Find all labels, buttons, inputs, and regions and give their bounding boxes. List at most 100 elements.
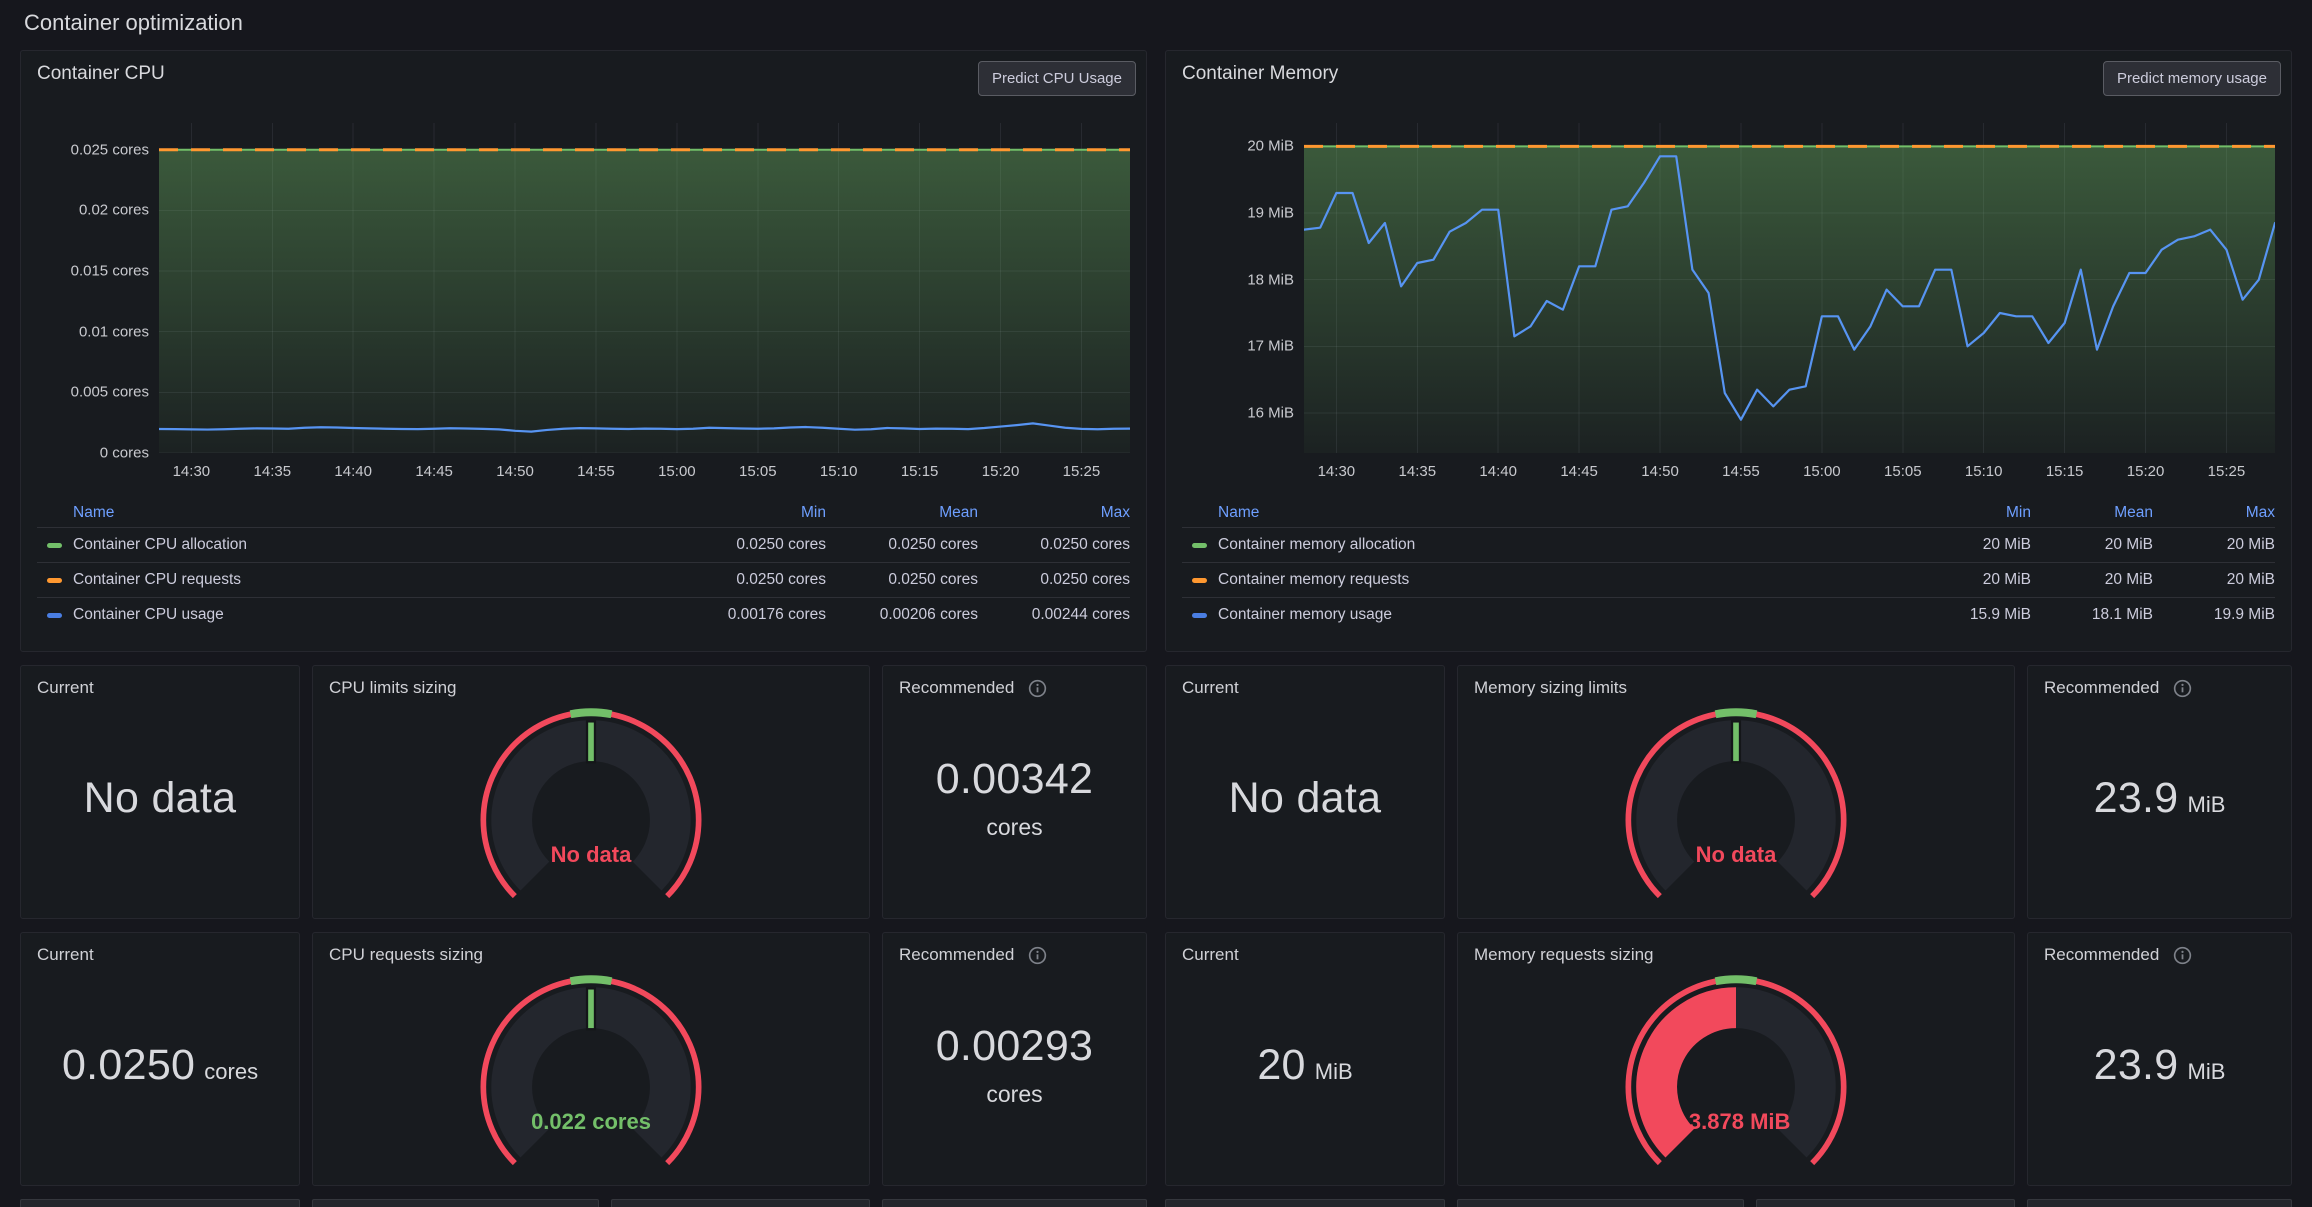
x-tick-label: 14:40 xyxy=(1479,463,1517,480)
x-tick-label: 14:35 xyxy=(1398,463,1437,480)
container-memory-panel: Container Memory Predict memory usage 16… xyxy=(1165,50,2292,652)
info-icon[interactable] xyxy=(2173,946,2192,965)
gauge-needle xyxy=(1730,720,1742,764)
series-color-swatch xyxy=(47,542,62,548)
stat-row-requests: Current 0.0250 cores CPU requests sizing xyxy=(20,932,2292,1186)
stat-big-value: No data xyxy=(83,773,237,822)
gauge-needle xyxy=(585,987,597,1031)
legend-row-memory-allocation: Container memory allocation 20 MiB 20 Mi… xyxy=(1182,527,2275,562)
cpu-limits-gauge-panel: CPU limits sizing No data xyxy=(312,665,870,919)
legend-header-max[interactable]: Max xyxy=(1100,504,1130,521)
x-tick-label: 15:25 xyxy=(1062,463,1101,480)
series-max: 20 MiB xyxy=(2226,536,2275,553)
series-name: Container CPU usage xyxy=(73,606,224,623)
memory-panel-title: Container Memory xyxy=(1182,63,1339,84)
memory-legend-header: Name Min Mean Max xyxy=(1182,499,2275,527)
cutoff-panel xyxy=(20,1199,300,1207)
x-tick-label: 15:00 xyxy=(658,463,696,480)
memory-panel-header: Container Memory xyxy=(1182,63,2275,85)
legend-series-label[interactable]: Container memory requests xyxy=(1182,571,1909,589)
memory-chart: 16 MiB 17 MiB 18 MiB 19 MiB 20 MiB 14:30 14:3… xyxy=(1182,123,2275,480)
cutoff-panel xyxy=(2027,1199,2292,1207)
memory-requests-current-panel: Current 20 MiB xyxy=(1165,932,1445,1186)
x-tick-label: 15:10 xyxy=(819,463,858,480)
memory-plot-area[interactable]: 14:30 14:35 14:40 14:45 14:50 14:55 15:00 15:05… xyxy=(1304,123,2275,480)
gauge-value: 0.022 cores xyxy=(531,1109,651,1134)
series-name: Container CPU requests xyxy=(73,571,241,588)
next-row-cutoff xyxy=(20,1199,2292,1207)
series-mean: 18.1 MiB xyxy=(2091,606,2153,623)
y-tick-label: 18 MiB xyxy=(1247,271,1294,289)
legend-header-mean[interactable]: Mean xyxy=(2114,504,2153,521)
gauge: -3.878 MiB xyxy=(1474,969,1998,1173)
predict-memory-usage-button[interactable]: Predict memory usage xyxy=(2102,61,2281,96)
stat-value: No data xyxy=(37,698,283,906)
gauge-title: Memory requests sizing xyxy=(1474,945,1654,964)
gauge: 0.022 cores xyxy=(329,969,853,1173)
y-tick-label: 0.025 cores xyxy=(70,141,149,159)
stat-big-value: 23.9 xyxy=(2093,773,2179,822)
gauge-title: Memory sizing limits xyxy=(1474,678,1628,697)
memory-requests-recommended-panel: Recommended 23.9 MiB xyxy=(2027,932,2292,1186)
cpu-plot-area[interactable]: 14:30 14:35 14:40 14:45 14:50 14:55 15:00 15:05… xyxy=(159,123,1130,480)
stat-title: Current xyxy=(1182,945,1239,964)
series-mean: 0.0250 cores xyxy=(888,571,978,588)
series-mean: 0.00206 cores xyxy=(879,606,978,623)
series-max: 20 MiB xyxy=(2226,571,2275,588)
gauge: No data xyxy=(329,702,853,906)
legend-series-label[interactable]: Container memory allocation xyxy=(1182,536,1909,554)
y-tick-label: 16 MiB xyxy=(1247,404,1294,422)
series-min: 0.0250 cores xyxy=(736,536,826,553)
x-tick-label: 14:45 xyxy=(415,463,453,480)
gauge-canvas xyxy=(1625,708,1847,899)
info-icon[interactable] xyxy=(1028,946,1047,965)
page-title: Container optimization xyxy=(24,10,243,35)
cpu-limits-recommended-panel: Recommended 0.00342 cores xyxy=(882,665,1147,919)
series-color-swatch xyxy=(47,577,62,583)
stat-value: 0.00293 cores xyxy=(899,965,1130,1173)
stat-value: 0.0250 cores xyxy=(37,965,283,1173)
x-tick-label: 15:25 xyxy=(2207,463,2246,480)
cpu-requests-gauge-panel: CPU requests sizing 0.022 cores xyxy=(312,932,870,1186)
legend-series-label[interactable]: Container CPU allocation xyxy=(37,536,674,554)
predict-cpu-usage-button[interactable]: Predict CPU Usage xyxy=(977,61,1136,96)
info-icon[interactable] xyxy=(1028,679,1047,698)
legend-header-name[interactable]: Name xyxy=(73,504,115,521)
stat-unit-below: cores xyxy=(986,1081,1043,1107)
stat-title: Current xyxy=(1182,678,1239,697)
cutoff-panel xyxy=(1165,1199,1445,1207)
cpu-legend-table: Name Min Mean Max Container CPU allocati… xyxy=(37,499,1130,632)
x-tick-label: 15:20 xyxy=(2126,463,2165,480)
cpu-limits-current-panel: Current No data xyxy=(20,665,300,919)
cpu-panel-header: Container CPU xyxy=(37,63,1130,85)
series-mean: 20 MiB xyxy=(2104,536,2153,553)
legend-header-mean[interactable]: Mean xyxy=(939,504,978,521)
legend-series-label[interactable]: Container CPU requests xyxy=(37,571,674,589)
y-tick-label: 0.02 cores xyxy=(78,201,149,219)
cutoff-panel xyxy=(611,1199,870,1207)
legend-series-label[interactable]: Container CPU usage xyxy=(37,606,674,624)
cutoff-panel xyxy=(882,1199,1147,1207)
cpu-requests-recommended-panel: Recommended 0.00293 cores xyxy=(882,932,1147,1186)
legend-header-name[interactable]: Name xyxy=(1218,504,1260,521)
x-tick-label: 14:55 xyxy=(1722,463,1760,480)
x-tick-label: 15:00 xyxy=(1803,463,1841,480)
y-tick-label: 20 MiB xyxy=(1247,137,1294,155)
x-tick-label: 14:50 xyxy=(496,463,534,480)
legend-header-min[interactable]: Min xyxy=(2006,504,2031,521)
stat-title: Current xyxy=(37,678,94,697)
x-tick-label: 14:55 xyxy=(577,463,615,480)
stat-value: No data xyxy=(1182,698,1428,906)
series-min: 20 MiB xyxy=(1982,571,2031,588)
cpu-requests-current-panel: Current 0.0250 cores xyxy=(20,932,300,1186)
legend-header-min[interactable]: Min xyxy=(801,504,826,521)
legend-header-max[interactable]: Max xyxy=(2245,504,2275,521)
legend-series-label[interactable]: Container memory usage xyxy=(1182,606,1909,624)
x-tick-label: 14:45 xyxy=(1560,463,1598,480)
y-tick-label: 0.005 cores xyxy=(70,383,149,401)
stat-big-value: 0.00293 xyxy=(935,1022,1094,1070)
info-icon[interactable] xyxy=(2173,679,2192,698)
y-tick-label: 0.015 cores xyxy=(70,262,149,280)
stat-unit-below: cores xyxy=(986,814,1043,840)
series-max: 0.00244 cores xyxy=(1031,606,1130,623)
